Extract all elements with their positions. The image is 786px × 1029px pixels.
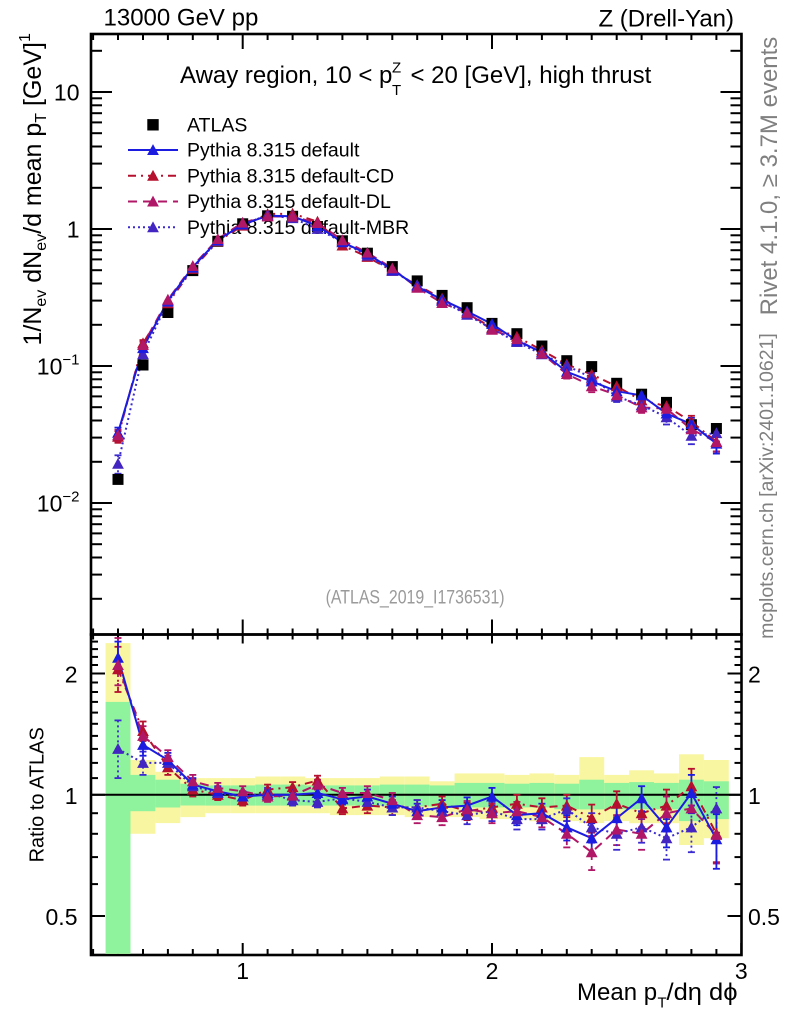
- svg-text:Z: Z: [392, 60, 401, 77]
- svg-text:Pythia 8.315 default-CD: Pythia 8.315 default-CD: [187, 165, 394, 187]
- svg-text:(ATLAS_2019_I1736531): (ATLAS_2019_I1736531): [326, 586, 505, 608]
- svg-text:Mean p: Mean p: [577, 979, 657, 1006]
- svg-text:< 20 [GeV], high thrust: < 20 [GeV], high thrust: [411, 62, 652, 89]
- svg-text:Pythia 8.315 default-DL: Pythia 8.315 default-DL: [187, 191, 391, 213]
- svg-text:2: 2: [748, 662, 761, 688]
- svg-text:0.5: 0.5: [748, 904, 780, 930]
- svg-text:T: T: [658, 995, 667, 1012]
- svg-text:Pythia 8.315 default: Pythia 8.315 default: [187, 140, 360, 162]
- svg-text:1: 1: [67, 217, 80, 243]
- svg-text:1: 1: [65, 783, 78, 809]
- svg-text:2: 2: [486, 958, 499, 984]
- svg-text:1: 1: [748, 783, 761, 809]
- svg-text:/dη dϕ: /dη dϕ: [667, 979, 738, 1006]
- svg-text:0.5: 0.5: [46, 904, 78, 930]
- svg-text:Ratio to ATLAS: Ratio to ATLAS: [27, 727, 49, 862]
- svg-text:Z (Drell-Yan): Z (Drell-Yan): [598, 6, 734, 33]
- svg-text:10: 10: [54, 80, 80, 106]
- svg-text:Away region, 10 < p: Away region, 10 < p: [180, 62, 392, 89]
- svg-text:3: 3: [735, 958, 748, 984]
- svg-text:2: 2: [65, 662, 78, 688]
- svg-text:T: T: [392, 82, 401, 99]
- svg-text:1: 1: [236, 958, 249, 984]
- svg-text:Rivet 4.1.0, ≥ 3.7M events: Rivet 4.1.0, ≥ 3.7M events: [756, 37, 783, 316]
- svg-text:ATLAS: ATLAS: [187, 114, 247, 136]
- svg-text:mcplots.cern.ch [arXiv:2401.10: mcplots.cern.ch [arXiv:2401.10621]: [756, 333, 778, 639]
- svg-text:1/Nev dNev/d mean pT [GeV]1: 1/Nev dNev/d mean pT [GeV]1: [17, 33, 50, 345]
- svg-text:13000 GeV pp: 13000 GeV pp: [104, 5, 259, 32]
